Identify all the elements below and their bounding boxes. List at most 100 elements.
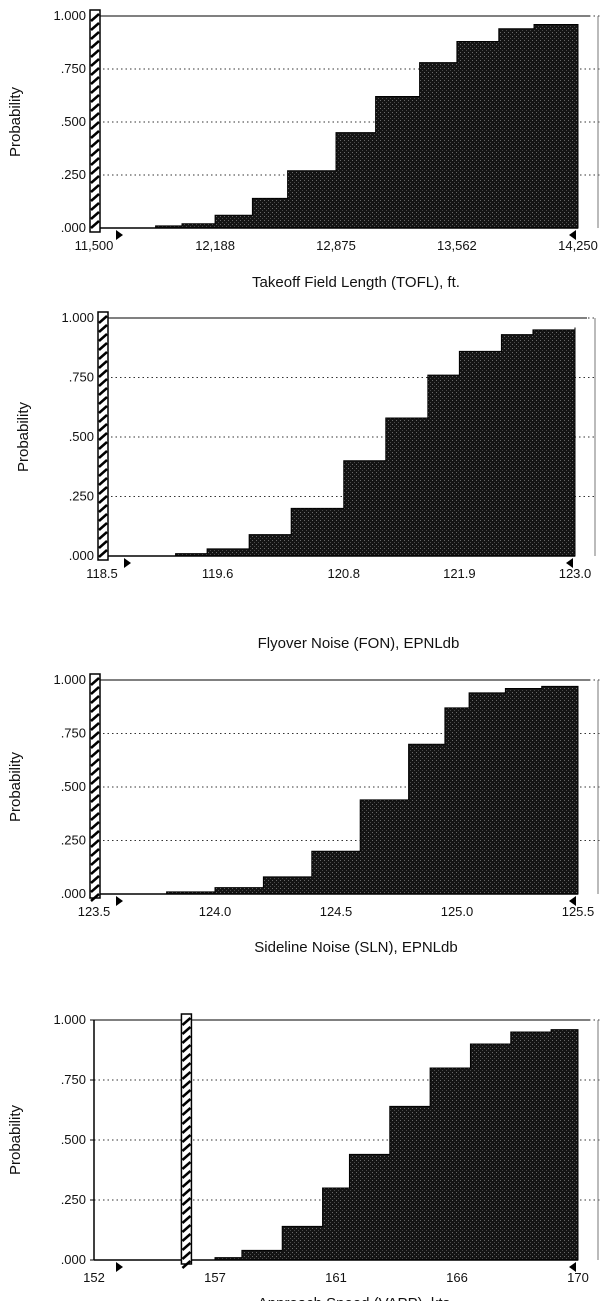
y-tick-label: .500: [69, 429, 94, 444]
constraint-hatch: [90, 758, 100, 767]
constraint-hatch: [90, 740, 100, 749]
constraint-hatch: [90, 76, 100, 85]
constraint-hatch: [90, 776, 100, 785]
range-max-marker: [566, 558, 573, 568]
x-tick-label: 123.0: [559, 566, 592, 581]
constraint-hatch: [90, 211, 100, 220]
constraint-hatch: [90, 695, 100, 704]
constraint-hatch: [181, 1035, 192, 1044]
y-tick-label: 1.000: [53, 1012, 86, 1027]
constraint-hatch: [98, 540, 108, 549]
x-tick-label: 14,250: [558, 238, 598, 253]
cdf-area: [133, 327, 576, 557]
x-axis-title: Takeoff Field Length (TOFL), ft.: [252, 274, 460, 291]
constraint-hatch: [98, 495, 108, 504]
constraint-hatch: [90, 803, 100, 812]
x-tick-label: 12,875: [316, 238, 356, 253]
constraint-hatch: [98, 450, 108, 459]
constraint-hatch: [181, 1260, 192, 1269]
x-tick-label: 12,188: [195, 238, 235, 253]
x-tick-label: 166: [446, 1270, 468, 1285]
y-tick-label: 1.000: [61, 310, 94, 325]
constraint-hatch: [90, 848, 100, 857]
constraint-hatch: [98, 477, 108, 486]
constraint-hatch: [90, 193, 100, 202]
y-tick-label: .750: [61, 726, 86, 741]
constraint-hatch: [181, 1134, 192, 1143]
constraint-hatch: [90, 704, 100, 713]
y-axis-title: Probability: [7, 751, 24, 822]
constraint-hatch: [90, 94, 100, 103]
constraint-hatch: [181, 1143, 192, 1152]
constraint-hatch: [98, 378, 108, 387]
constraint-hatch: [90, 166, 100, 175]
constraint-hatch: [181, 1242, 192, 1251]
range-min-marker: [124, 558, 131, 568]
y-tick-label: .500: [61, 779, 86, 794]
constraint-hatch: [90, 830, 100, 839]
cdf-chart-sln: .000 .250 .500 .750 1.000 123.5 124.0 124.5 125.…: [0, 672, 601, 997]
constraint-hatch: [90, 85, 100, 94]
y-axis-title: Probability: [7, 1104, 24, 1175]
cdf-area: [190, 1029, 579, 1261]
y-tick-label: .750: [61, 1072, 86, 1087]
range-min-marker: [116, 896, 123, 906]
constraint-hatch: [90, 202, 100, 211]
range-max-marker: [569, 230, 576, 240]
constraint-hatch: [181, 1080, 192, 1089]
constraint-hatch: [98, 522, 108, 531]
y-tick-label: .250: [61, 833, 86, 848]
x-tick-label: 125.5: [562, 904, 595, 919]
constraint-hatch: [90, 139, 100, 148]
constraint-hatch: [90, 839, 100, 848]
constraint-hatch: [90, 157, 100, 166]
x-tick-label: 123.5: [78, 904, 111, 919]
constraint-hatch: [181, 1206, 192, 1215]
constraint-hatch: [90, 731, 100, 740]
constraint-hatch: [98, 468, 108, 477]
constraint-hatch: [98, 486, 108, 495]
constraint-hatch: [181, 1017, 192, 1026]
x-tick-label: 118.5: [86, 566, 118, 581]
constraint-hatch: [181, 1197, 192, 1206]
chart-svg: .000 .250 .500 .750 1.000 11,500 12,188 12,875 1…: [7, 8, 600, 291]
x-tick-label: 13,562: [437, 238, 477, 253]
cdf-area: [129, 23, 579, 229]
constraint-hatch: [98, 360, 108, 369]
constraint-hatch: [90, 130, 100, 139]
x-tick-label: 157: [204, 1270, 226, 1285]
constraint-hatch: [181, 1089, 192, 1098]
x-tick-label: 125.0: [441, 904, 474, 919]
y-tick-label: .000: [69, 548, 94, 563]
x-tick-label: 124.5: [320, 904, 353, 919]
constraint-hatch: [90, 148, 100, 157]
constraint-hatch: [90, 722, 100, 731]
constraint-hatch: [181, 1026, 192, 1035]
constraint-hatch: [90, 67, 100, 76]
y-axis-title: Probability: [15, 401, 32, 472]
y-tick-label: 1.000: [53, 672, 86, 687]
constraint-hatch: [90, 893, 100, 902]
constraint-hatch: [98, 387, 108, 396]
constraint-hatch: [90, 785, 100, 794]
chart-svg: .000 .250 .500 .750 1.000 152 157 161 166 170 Prob…: [7, 1012, 600, 1301]
constraint-hatch: [90, 49, 100, 58]
constraint-hatch: [181, 1071, 192, 1080]
constraint-hatch: [98, 351, 108, 360]
constraint-hatch: [181, 1098, 192, 1107]
constraint-hatch: [90, 31, 100, 40]
x-tick-label: 161: [325, 1270, 347, 1285]
constraint-hatch: [98, 549, 108, 558]
constraint-bar: [89, 9, 101, 233]
chart-svg: .000 .250 .500 .750 1.000 118.5 119.6 120.8 121.…: [15, 310, 597, 652]
constraint-hatch: [181, 1152, 192, 1161]
y-tick-label: .250: [61, 1192, 86, 1207]
y-tick-label: .500: [61, 114, 86, 129]
constraint-hatch: [181, 1224, 192, 1233]
constraint-hatch: [181, 1044, 192, 1053]
constraint-hatch: [98, 423, 108, 432]
cdf-area: [106, 685, 579, 895]
chart-svg: .000 .250 .500 .750 1.000 123.5 124.0 124.5 125.…: [7, 672, 600, 956]
constraint-hatch: [90, 112, 100, 121]
constraint-hatch: [90, 103, 100, 112]
